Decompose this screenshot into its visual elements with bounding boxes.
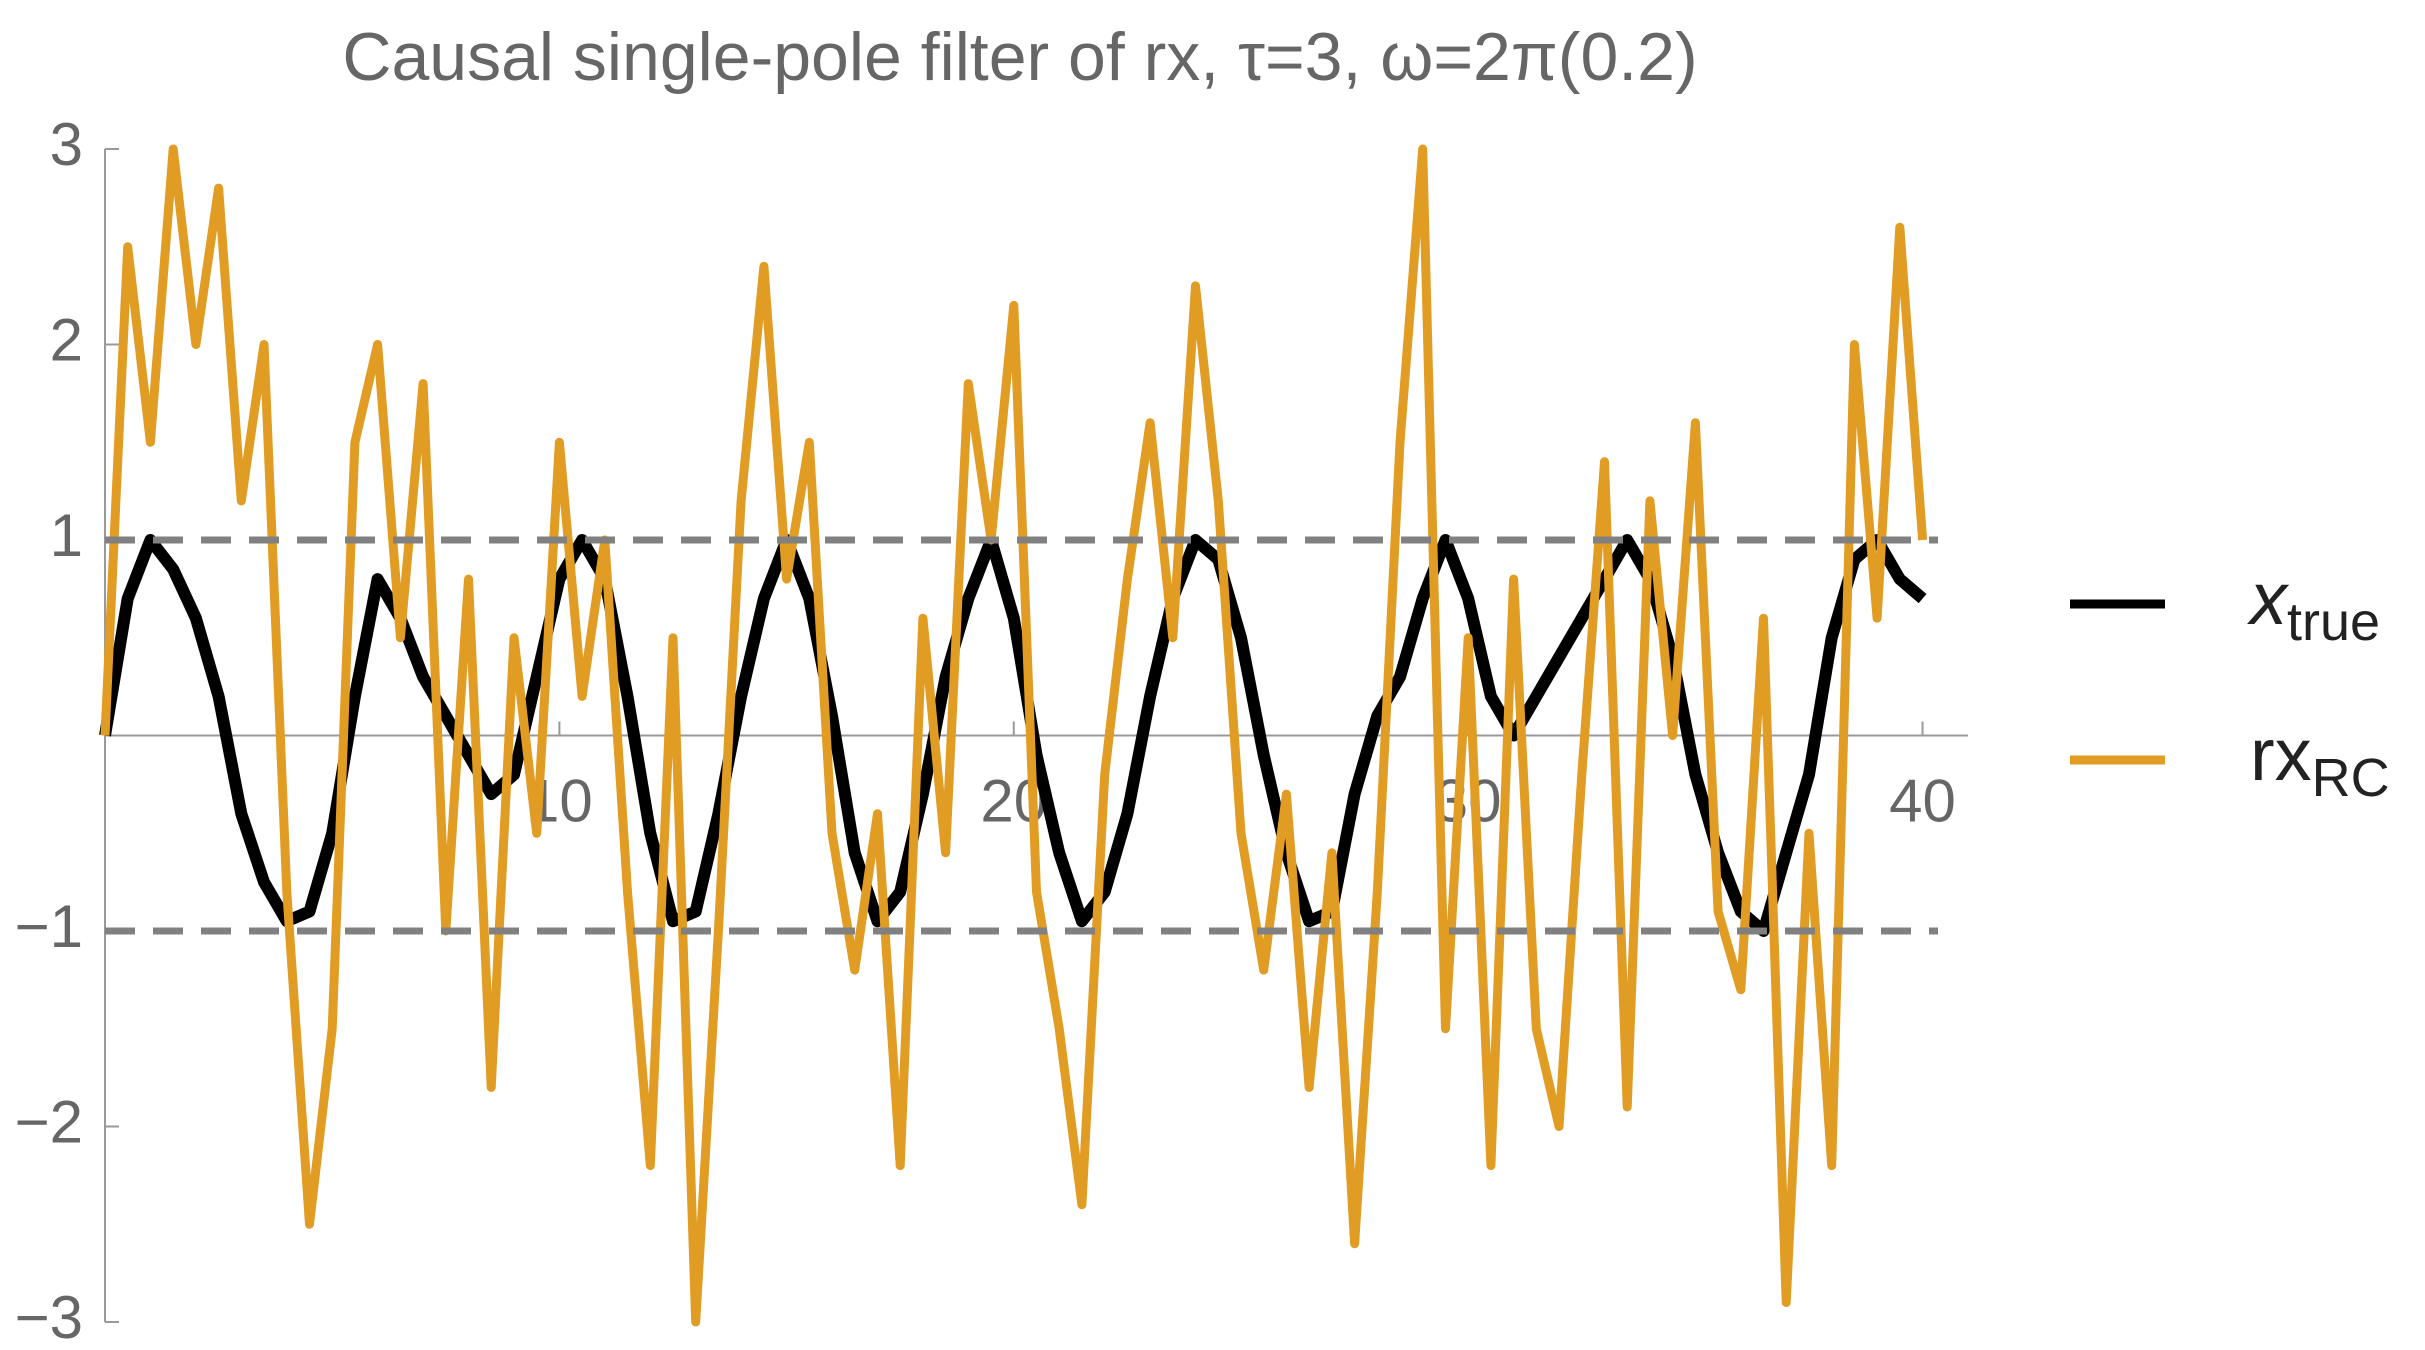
x-tick-label: 30 <box>1435 767 1502 834</box>
legend-subscript: RC <box>2312 748 2390 808</box>
legend-name: x <box>2247 557 2290 640</box>
legend-label: xtrue <box>2247 557 2380 653</box>
chart-title: Causal single-pole filter of rx, τ=3, ω=… <box>342 19 1697 95</box>
y-tick-label: −2 <box>15 1088 83 1155</box>
legend-name: rx <box>2250 713 2312 796</box>
y-tick-label: 3 <box>50 111 83 178</box>
series-line <box>99 534 1927 937</box>
legend-subscript: true <box>2287 592 2380 652</box>
legend-label: rxRC <box>2250 713 2390 809</box>
y-tick-label: −3 <box>15 1284 83 1350</box>
y-tick-label: 2 <box>50 306 83 373</box>
series-line <box>100 144 1928 1327</box>
x-tick-label: 40 <box>1889 767 1956 834</box>
y-tick-label: −1 <box>15 893 83 960</box>
y-tick-label: 1 <box>50 502 83 569</box>
